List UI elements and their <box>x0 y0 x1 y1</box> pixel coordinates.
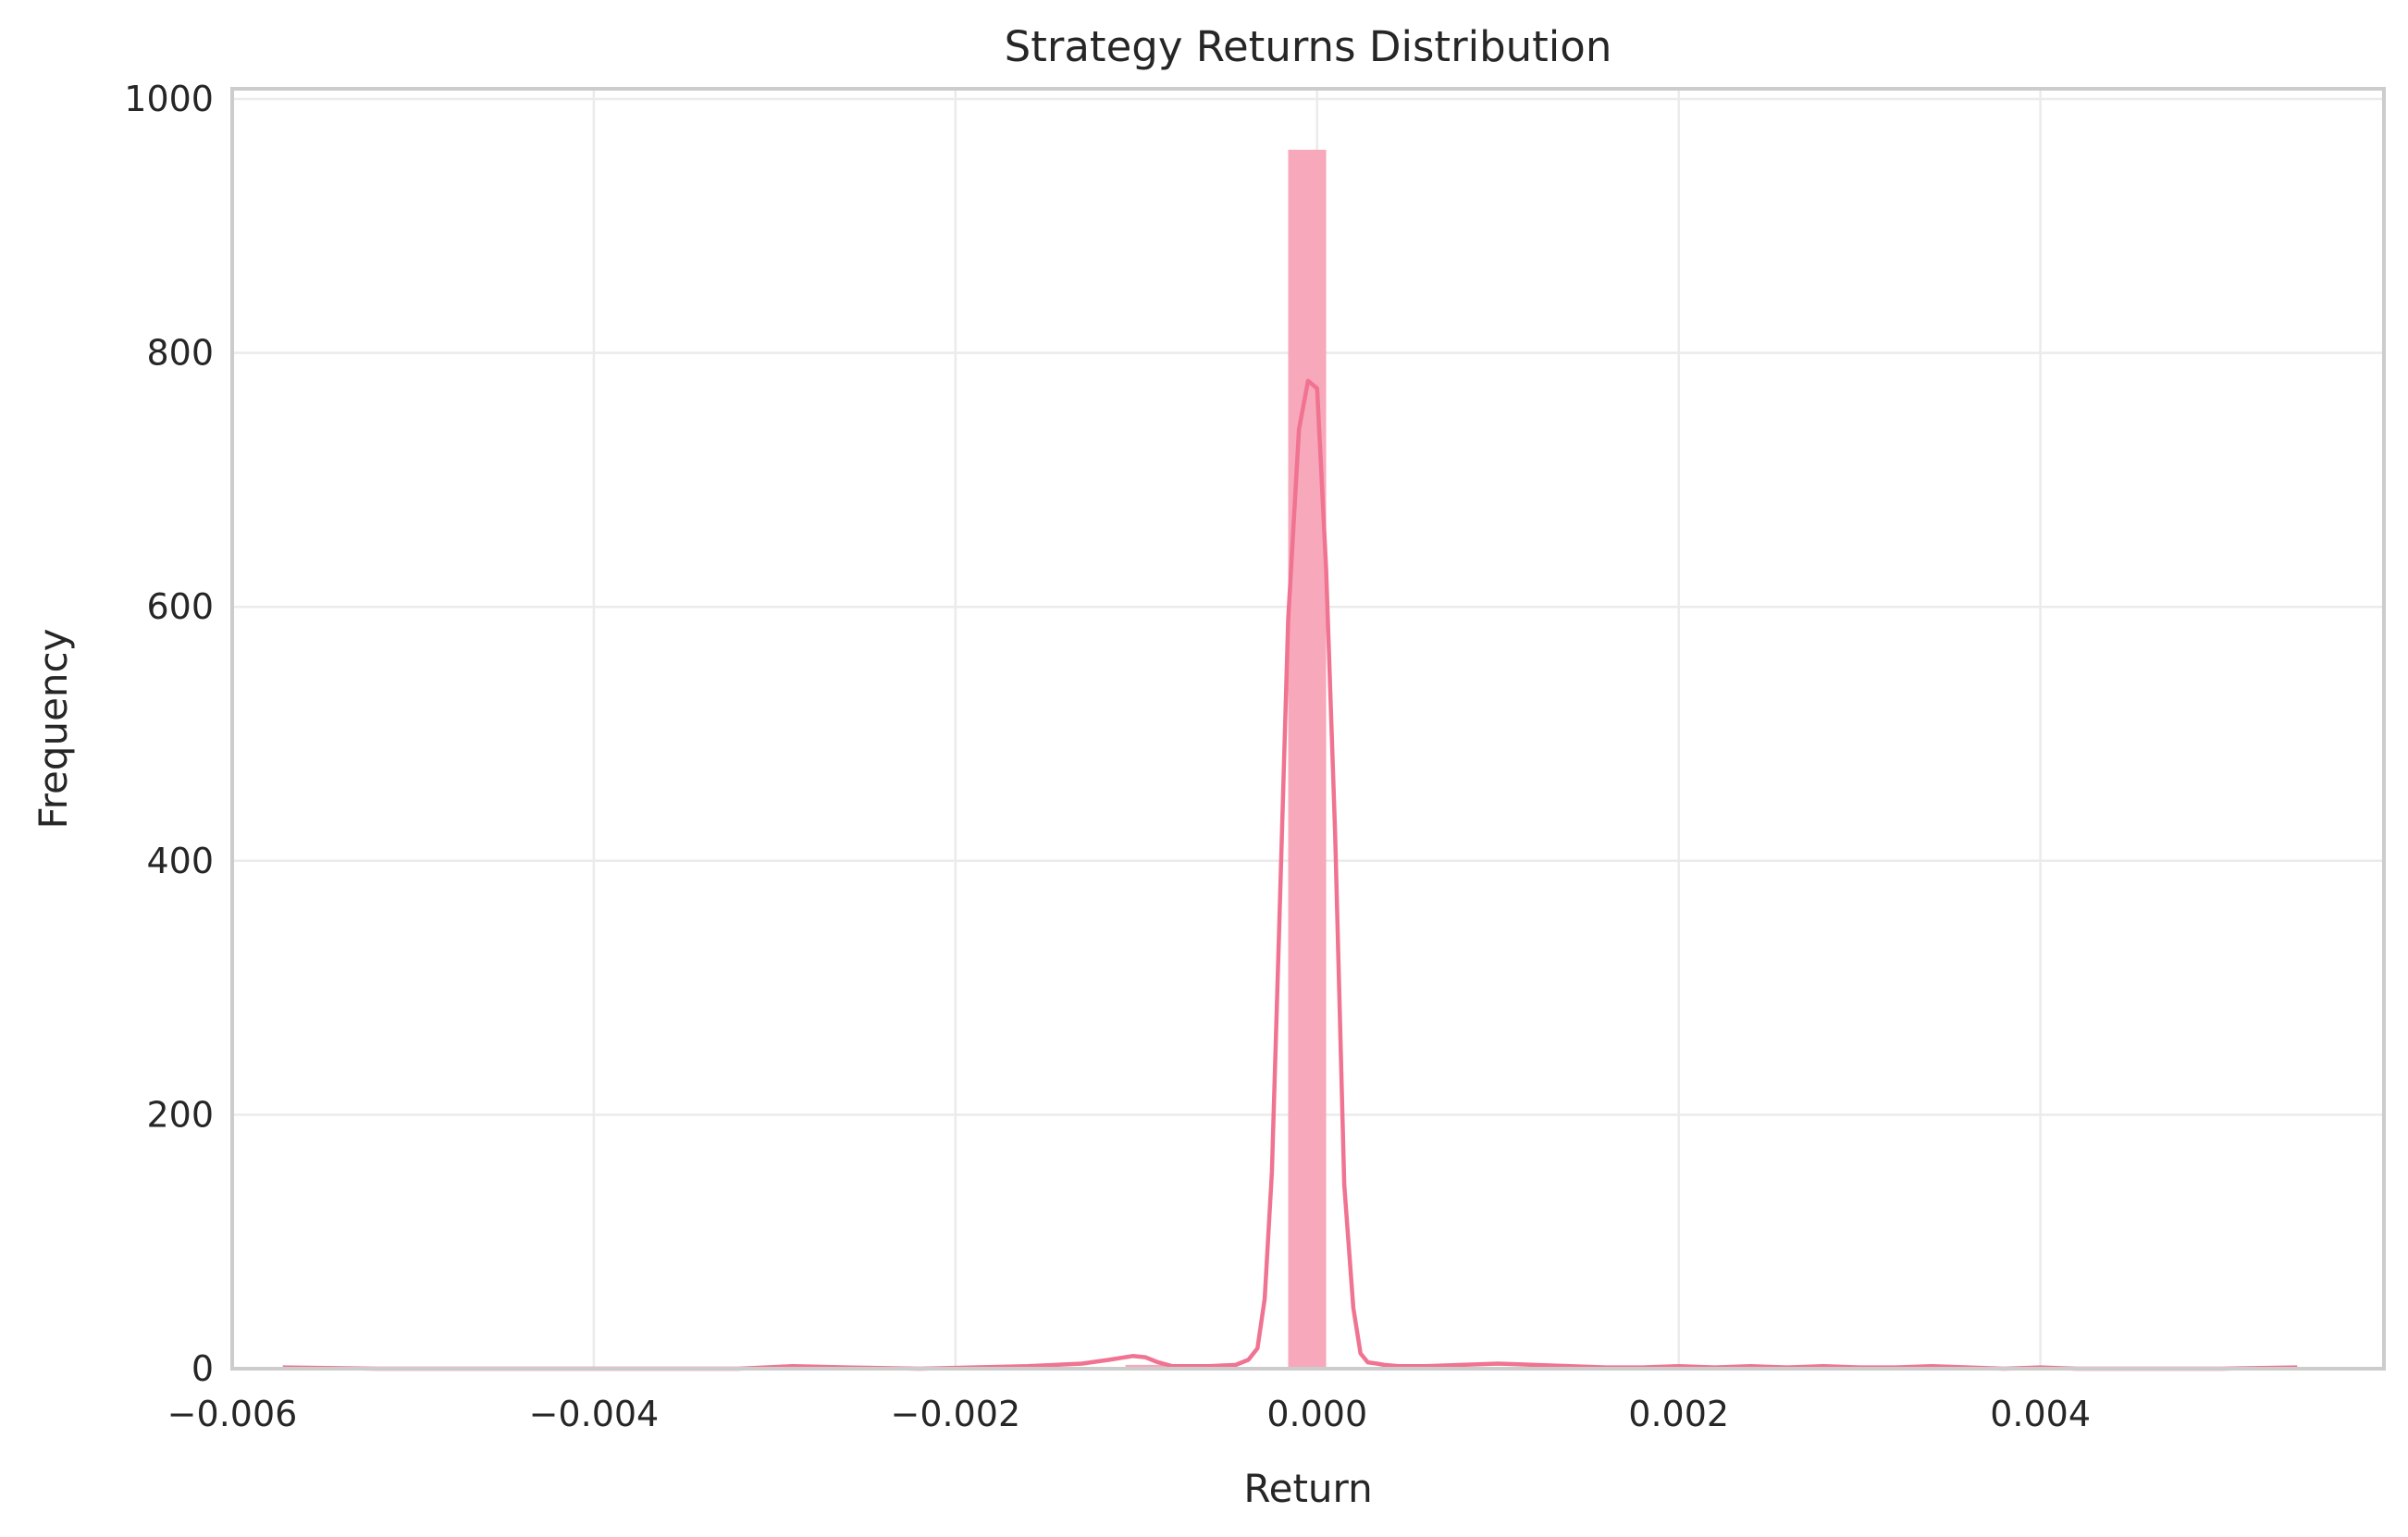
y-tick-label-2: 400 <box>146 841 214 881</box>
x-tick-label-2: −0.002 <box>891 1394 1021 1434</box>
kde-density-curve <box>282 378 2298 1371</box>
y-axis-ticks: 0 200 400 600 800 1000 <box>124 79 214 1389</box>
y-tick-label-5: 1000 <box>124 79 214 119</box>
chart-title: Strategy Returns Distribution <box>1005 22 1612 71</box>
histogram-bar-0 <box>1125 1364 1166 1369</box>
y-tick-label-0: 0 <box>191 1348 214 1389</box>
y-tick-label-3: 600 <box>146 586 214 627</box>
y-tick-label-1: 200 <box>146 1094 214 1135</box>
x-tick-label-3: 0.000 <box>1266 1394 1367 1434</box>
histogram-bar-1 <box>1288 149 1327 1369</box>
x-axis-label: Return <box>1243 1466 1372 1511</box>
y-tick-label-4: 800 <box>146 333 214 374</box>
x-tick-label-1: −0.004 <box>529 1394 660 1434</box>
y-axis-label: Frequency <box>31 629 76 830</box>
x-tick-label-0: −0.006 <box>167 1394 298 1434</box>
plot-frame <box>230 87 2386 1371</box>
x-tick-label-4: 0.002 <box>1628 1394 1729 1434</box>
x-tick-label-5: 0.004 <box>1990 1394 2091 1434</box>
x-axis-ticks: −0.006 −0.004 −0.002 0.000 0.002 0.004 <box>167 1394 2091 1434</box>
histogram-bars <box>1125 149 1327 1369</box>
